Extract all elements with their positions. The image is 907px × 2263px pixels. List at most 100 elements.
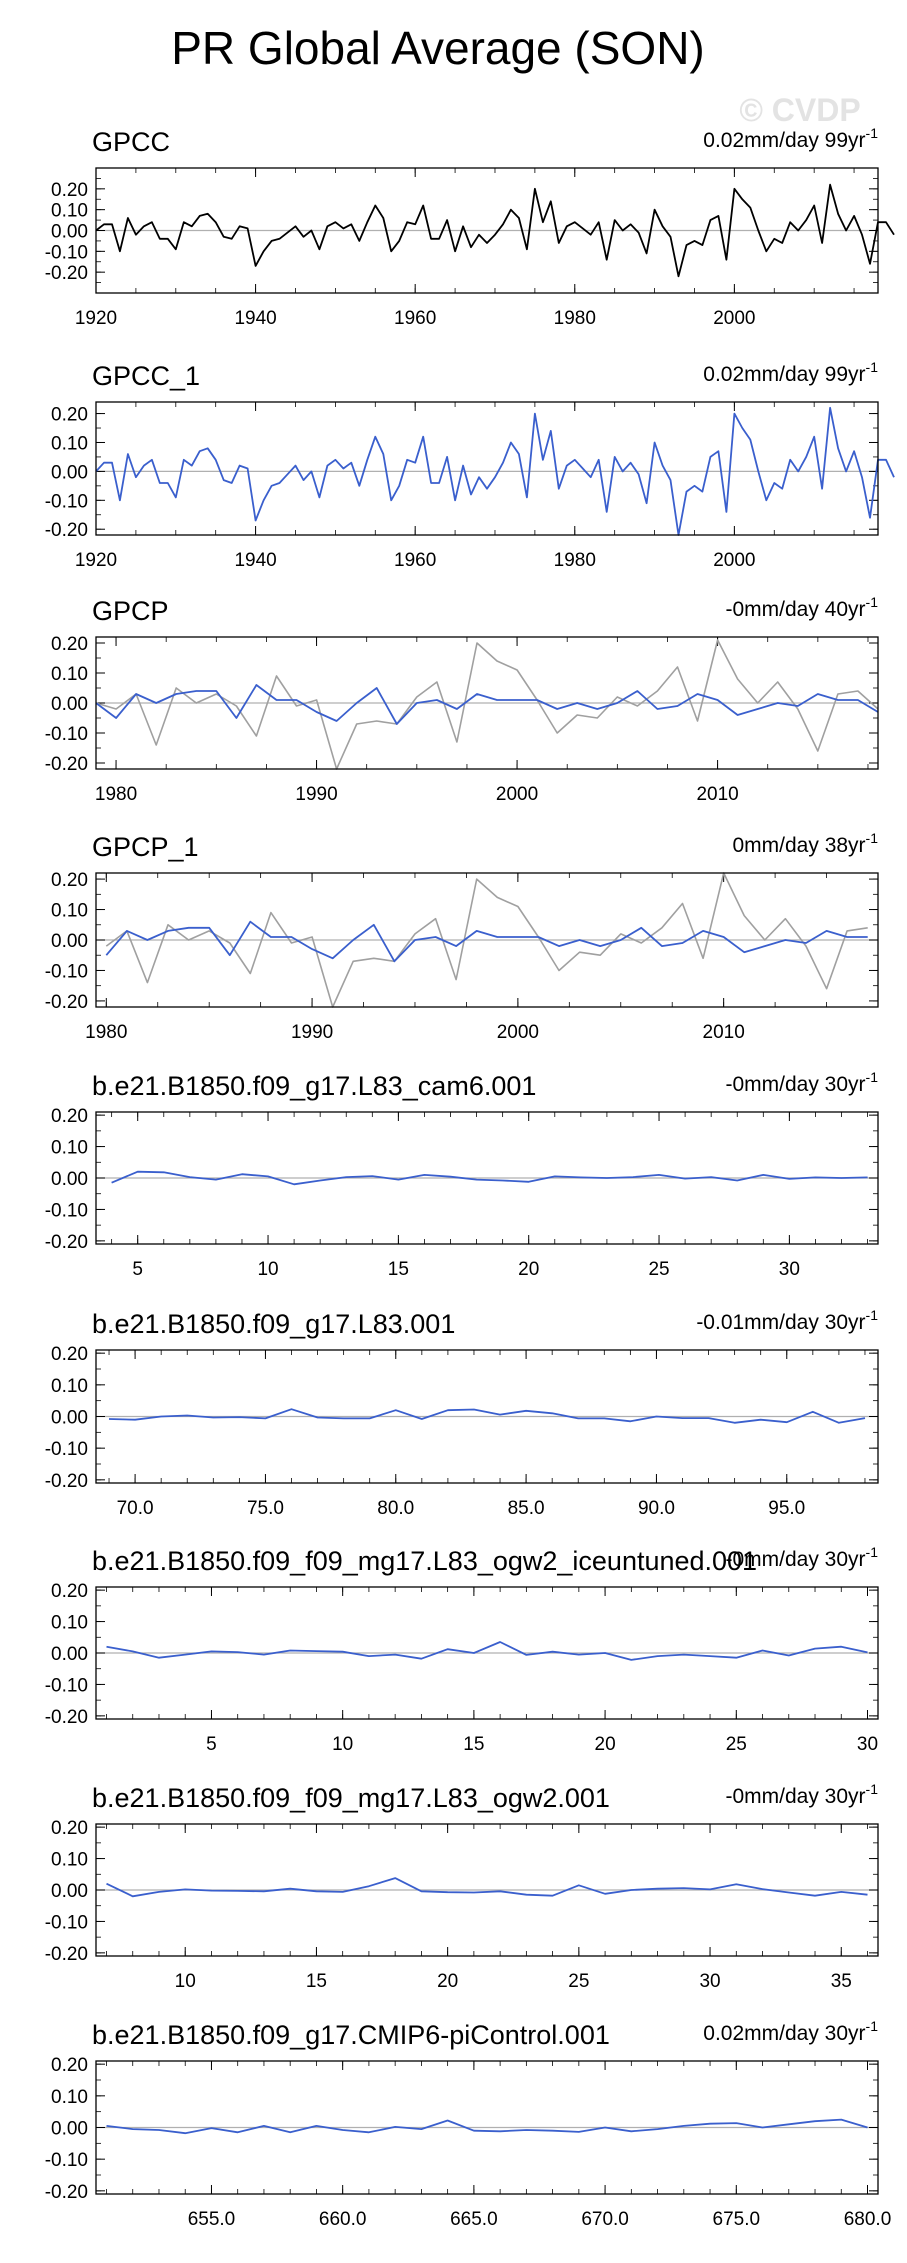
x-tick-label: 1960 [394,550,436,571]
panel-title: GPCC [92,127,170,157]
y-tick-label: -0.10 [45,1200,88,1221]
y-tick-label: 0.20 [51,634,88,655]
series-line-2 [105,920,868,963]
x-tick-label: 1980 [85,1022,127,1043]
y-tick-label: -0.10 [45,491,88,512]
y-tick-label: -0.20 [45,520,88,541]
x-tick-label: 35 [831,1971,852,1992]
y-tick-label: 0.00 [51,931,88,952]
series-line-2 [95,684,879,725]
y-tick-label: -0.10 [45,1439,88,1460]
y-tick-label: -0.20 [45,2182,88,2203]
panel-trend-label: -0mm/day 30yr-1 [726,1544,879,1571]
y-tick-label: -0.20 [45,263,88,284]
y-tick-label: -0.20 [45,1232,88,1253]
x-tick-label: 80.0 [377,1498,414,1519]
x-tick-label: 25 [648,1259,669,1280]
chart-panel-5: b.e21.B1850.f09_g17.L83_cam6.001 -0mm/day… [45,1069,879,1280]
chart-panel-3: GPCP -0mm/day 40yr-1 -0.20 -0.10 0.00 0.10 0.2… [45,594,879,805]
x-tick-label: 665.0 [450,2209,498,2230]
series-line-1 [95,183,895,278]
x-tick-label: 95.0 [768,1498,805,1519]
series-line-1 [108,1408,866,1424]
y-tick-label: 0.20 [51,870,88,891]
x-tick-label: 1920 [75,308,117,329]
panel-title: GPCP_1 [92,832,199,862]
y-tick-label: 0.20 [51,1581,88,1602]
y-tick-label: -0.10 [45,1912,88,1933]
panel-title: b.e21.B1850.f09_f09_mg17.L83_ogw2.001 [92,1783,610,1813]
x-tick-label: 25 [568,1971,589,1992]
panel-title: GPCP [92,596,169,626]
series-line-1 [106,1877,868,1898]
panel-trend-label: -0mm/day 30yr-1 [726,1069,879,1096]
y-tick-label: 0.10 [51,1613,88,1634]
series-line-1 [95,639,879,770]
chart-panel-8: b.e21.B1850.f09_f09_mg17.L83_ogw2.001 -0m… [45,1781,879,1992]
y-tick-label: 0.20 [51,405,88,426]
chart-panel-7: b.e21.B1850.f09_f09_mg17.L83_ogw2_iceunt… [45,1544,879,1755]
x-tick-label: 20 [595,1734,616,1755]
plot-frame [95,636,879,770]
y-tick-label: -0.20 [45,1944,88,1965]
series-line-1 [106,2118,868,2135]
y-tick-label: -0.10 [45,2150,88,2171]
x-tick-label: 2010 [703,1022,745,1043]
plot-frame [95,1823,879,1957]
y-tick-label: 0.00 [51,1169,88,1190]
x-tick-label: 1980 [554,550,596,571]
x-tick-label: 90.0 [638,1498,675,1519]
y-tick-label: 0.20 [51,1818,88,1839]
y-tick-label: -0.10 [45,1675,88,1696]
series-line-1 [111,1170,868,1186]
x-tick-label: 5 [206,1734,217,1755]
watermark: © CVDP [739,92,860,128]
x-tick-label: 10 [257,1259,278,1280]
y-tick-label: -0.20 [45,754,88,775]
y-tick-label: 0.00 [51,1881,88,1902]
panel-group: GPCC 0.02mm/day 99yr-1-0.20-0.100.000.100… [45,125,895,2230]
y-tick-label: 0.00 [51,462,88,483]
x-tick-label: 20 [437,1971,458,1992]
x-tick-label: 670.0 [581,2209,629,2230]
x-tick-label: 1980 [95,784,137,805]
x-tick-label: 15 [463,1734,484,1755]
chart-panel-2: GPCC_1 0.02mm/day 99yr-1 -0.20 -0.10 0.00 0.1… [45,359,895,571]
x-tick-label: 85.0 [508,1498,545,1519]
series-line-1 [95,406,895,536]
y-tick-label: 0.10 [51,664,88,685]
x-tick-label: 1940 [234,550,276,571]
x-tick-label: 1960 [394,308,436,329]
x-tick-label: 2000 [713,550,755,571]
x-tick-label: 2010 [696,784,738,805]
x-tick-label: 10 [332,1734,353,1755]
x-tick-label: 660.0 [319,2209,367,2230]
panel-trend-label: -0mm/day 40yr-1 [726,594,879,621]
x-tick-label: 675.0 [713,2209,761,2230]
x-tick-label: 70.0 [117,1498,154,1519]
chart-panel-9: b.e21.B1850.f09_g17.CMIP6-piControl.001 0… [45,2018,892,2230]
y-tick-label: 0.20 [51,180,88,201]
y-tick-label: -0.10 [45,961,88,982]
x-tick-label: 680.0 [844,2209,892,2230]
panel-title: b.e21.B1850.f09_f09_mg17.L83_ogw2_iceunt… [92,1546,757,1576]
chart-panel-4: GPCP_1 0mm/day 38yr-1 -0.20 -0.10 0.00 0.10 0.… [45,830,879,1043]
panel-title: b.e21.B1850.f09_g17.L83.001 [92,1309,455,1339]
x-tick-label: 1940 [234,308,276,329]
y-tick-label: -0.10 [45,242,88,263]
y-tick-label: 0.00 [51,1408,88,1429]
x-tick-label: 15 [388,1259,409,1280]
y-tick-label: -0.20 [45,1707,88,1728]
plot-frame [95,2060,879,2195]
y-tick-label: 0.10 [51,2087,88,2108]
y-tick-label: 0.00 [51,222,88,243]
plot-frame [95,1586,879,1720]
plot-frame [95,401,879,536]
y-tick-label: -0.10 [45,724,88,745]
panel-trend-label: -0.01mm/day 30yr-1 [696,1307,878,1334]
y-tick-label: -0.20 [45,1471,88,1492]
chart-panel-1: GPCC 0.02mm/day 99yr-1 -0.20-0.100.000.100… [45,125,895,329]
x-tick-label: 5 [132,1259,143,1280]
y-tick-label: 0.10 [51,201,88,222]
